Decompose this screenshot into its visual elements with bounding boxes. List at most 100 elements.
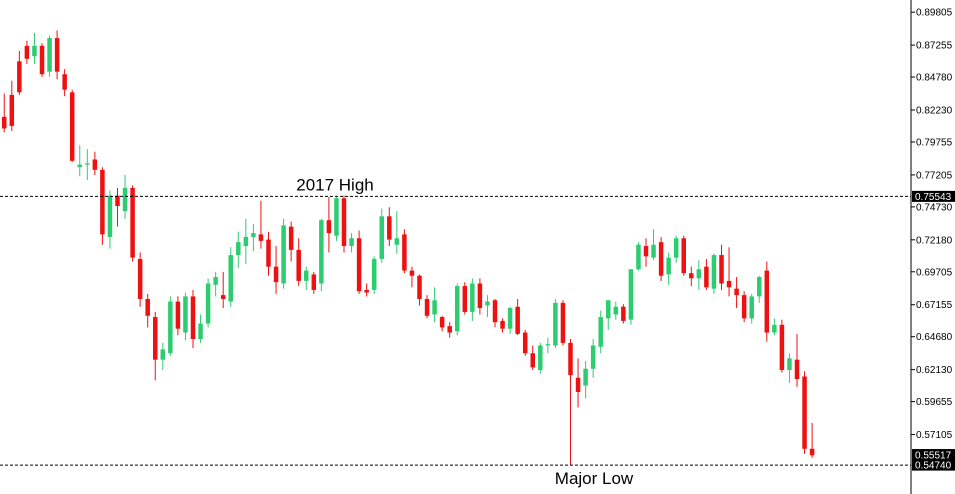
candle (553, 298, 558, 349)
candle-body (696, 269, 702, 279)
candle-body (341, 198, 347, 247)
candle (39, 43, 45, 77)
candle-body (356, 238, 362, 292)
candle-body (658, 242, 664, 276)
candle-body (568, 342, 573, 376)
candles-layer (2, 30, 815, 466)
candle (364, 283, 369, 297)
candle (24, 40, 30, 64)
candle-body (606, 300, 611, 319)
candle (326, 196, 332, 253)
candle-body (62, 74, 67, 90)
candle (809, 422, 815, 458)
candle (258, 200, 264, 249)
y-tick-label: 0.89805 (916, 8, 953, 19)
candle (764, 261, 770, 342)
candle-body (304, 270, 309, 281)
candle (54, 30, 60, 80)
candle-body (205, 283, 211, 324)
candle-body (402, 234, 407, 271)
candle (288, 221, 294, 262)
candle (379, 208, 384, 263)
candle-body (288, 226, 294, 250)
candle (409, 266, 415, 288)
candle (522, 329, 528, 356)
candle-body (92, 159, 98, 170)
candle-body (583, 368, 588, 386)
candle-body (764, 270, 770, 333)
candle-body (371, 258, 377, 290)
candle-body (538, 345, 543, 371)
candle-body (447, 326, 452, 333)
y-tick-label: 0.69705 (916, 267, 953, 278)
candle-body (794, 359, 800, 380)
candle-body (85, 163, 90, 165)
candle-body (636, 244, 641, 270)
candle (205, 278, 211, 328)
candle (47, 35, 52, 77)
candle-body (220, 295, 226, 299)
candle-body (726, 280, 732, 288)
candle-body (749, 296, 754, 319)
candle (568, 339, 573, 466)
candle (371, 256, 377, 294)
candle (477, 278, 483, 315)
candle-body (394, 238, 400, 245)
candle (115, 187, 120, 227)
candle-body (349, 238, 354, 247)
level-annotation: Major Low (555, 469, 634, 488)
candle-body (311, 274, 317, 290)
candle (198, 314, 203, 343)
candle (175, 296, 181, 336)
candle-body (258, 234, 264, 241)
candle-body (32, 45, 37, 57)
candle-body (590, 345, 596, 369)
candle-body (757, 277, 762, 297)
candle (787, 353, 792, 383)
candle (213, 271, 218, 297)
candle (689, 266, 694, 287)
candle (749, 293, 754, 324)
candle-body (802, 376, 807, 449)
y-tick-label: 0.77205 (916, 170, 953, 181)
candle-body (153, 317, 158, 360)
level-annotation: 2017 High (296, 175, 374, 194)
candle (168, 296, 173, 356)
candle (681, 235, 686, 276)
candle (500, 318, 505, 333)
candle (85, 149, 90, 181)
candle-body (17, 61, 22, 93)
candle (296, 238, 301, 287)
candle (424, 295, 430, 319)
candle-body (772, 324, 777, 333)
candle (658, 236, 664, 281)
level-badge (912, 190, 955, 202)
candle (228, 247, 233, 307)
candle-body (137, 258, 143, 299)
y-tick-label: 0.82230 (916, 106, 953, 117)
candle (304, 266, 309, 290)
candle (711, 253, 717, 294)
candle (417, 274, 422, 306)
candle-body (243, 236, 249, 247)
candle-body (296, 249, 301, 281)
y-tick-label: 0.62130 (916, 365, 953, 376)
y-tick-label: 0.84780 (916, 73, 953, 84)
last-price-badge: 0.55517 (912, 449, 955, 462)
candle-body (470, 283, 475, 312)
candle (651, 229, 656, 261)
candle (673, 235, 679, 263)
candle (153, 311, 158, 381)
candle (220, 271, 226, 309)
candle (2, 93, 7, 133)
candle (92, 151, 98, 175)
y-tick-label: 0.87255 (916, 41, 953, 52)
candle-body (213, 277, 218, 285)
candle (507, 306, 513, 334)
candle-body (621, 306, 626, 321)
candle-body (266, 239, 271, 267)
candle (236, 231, 241, 268)
candle-body (145, 298, 150, 316)
candle-body (681, 238, 686, 274)
candle-body (424, 298, 430, 316)
